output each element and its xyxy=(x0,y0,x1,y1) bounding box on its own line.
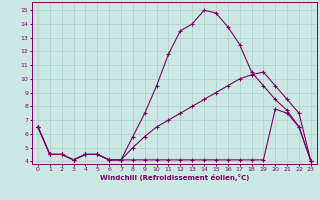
X-axis label: Windchill (Refroidissement éolien,°C): Windchill (Refroidissement éolien,°C) xyxy=(100,174,249,181)
